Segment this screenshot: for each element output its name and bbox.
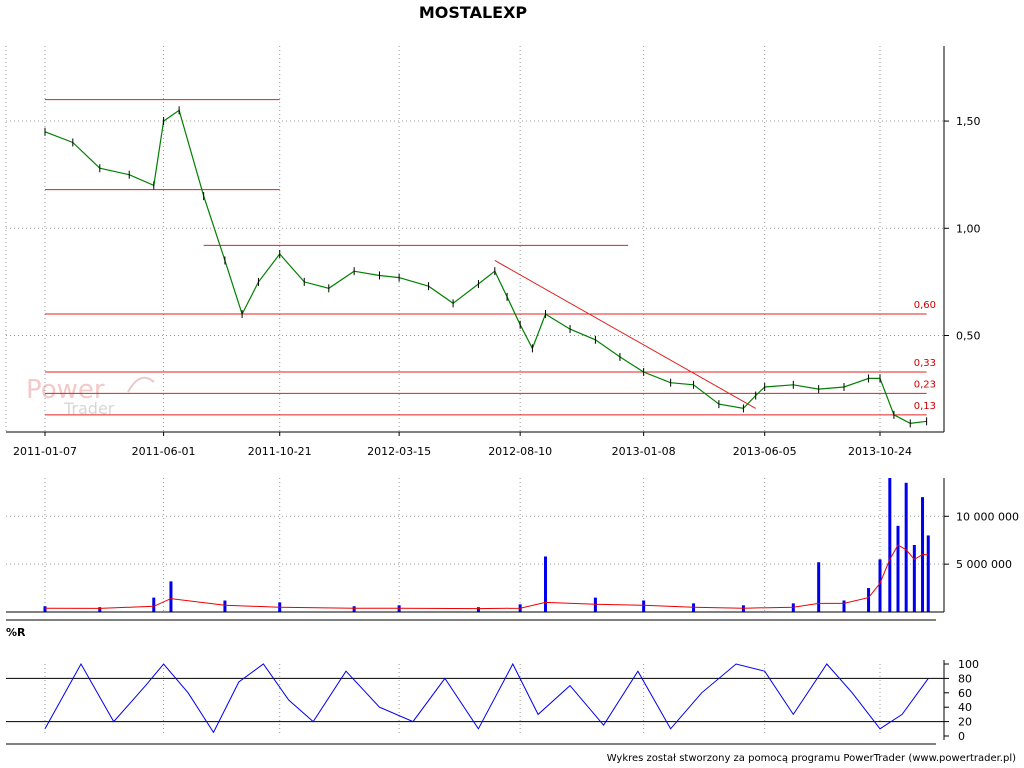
volume-bar — [152, 597, 156, 612]
price-trendline — [494, 260, 756, 409]
volume-bar — [888, 478, 892, 612]
volume-bar — [817, 562, 821, 612]
volume-y-tick-label: 10 000 000 — [956, 510, 1019, 523]
price-y-tick-label: 1,50 — [956, 115, 981, 128]
oscillator-y-tick-label: 0 — [958, 730, 965, 743]
price-y-tick-label: 1,00 — [956, 222, 981, 235]
price-y-ticks: 0,50 1,00 1,50 — [944, 115, 981, 343]
price-panel: 0,600,330,230,13 2011-01-07 2011-06-01 201… — [5, 46, 981, 458]
volume-bar — [642, 600, 646, 612]
price-level-label: 0,13 — [914, 401, 936, 412]
oscillator-y-tick-label: 60 — [958, 687, 972, 700]
oscillator-line — [44, 662, 929, 734]
volume-bar — [904, 482, 908, 612]
oscillator-series — [44, 662, 929, 734]
price-level-label: 0,33 — [914, 358, 936, 369]
volume-bar — [926, 535, 930, 612]
price-x-tick-label: 2011-06-01 — [132, 445, 196, 458]
price-levels: 0,60 0,33 0,23 0,13 — [45, 99, 936, 416]
volume-y-ticks: 5 000 000 10 000 000 — [944, 510, 1019, 571]
volume-bar — [878, 559, 882, 612]
price-x-tick-label: 2012-03-15 — [367, 445, 431, 458]
oscillator-y-tick-label: 80 — [958, 672, 972, 685]
volume-panel: 5 000 000 10 000 000 — [6, 478, 1019, 613]
volume-bar — [842, 600, 846, 612]
price-x-ticks: 2011-01-07 2011-06-01 2011-10-21 2012-03-15… — [13, 432, 912, 458]
watermark-power: Power — [26, 375, 105, 405]
volume-bar — [593, 597, 597, 612]
price-level-label: 0,23 — [914, 379, 936, 390]
volume-bar — [896, 525, 900, 612]
volume-bar — [43, 606, 47, 612]
price-y-tick-label: 0,50 — [956, 330, 981, 343]
chart-title: MOSTALEXP — [419, 3, 528, 22]
volume-bar — [544, 556, 548, 612]
volume-bar — [912, 545, 916, 612]
price-x-tick-label: 2013-06-05 — [733, 445, 797, 458]
price-x-tick-label: 2011-10-21 — [248, 445, 312, 458]
oscillator-y-tick-label: 40 — [958, 701, 972, 714]
oscillator-y-tick-label: 100 — [958, 658, 979, 671]
volume-bar — [169, 581, 173, 612]
volume-bar — [223, 600, 227, 612]
price-series — [44, 106, 928, 428]
watermark-logo: Power Trader — [26, 375, 155, 418]
price-x-tick-label: 2013-10-24 — [848, 445, 912, 458]
volume-y-tick-label: 5 000 000 — [956, 558, 1012, 571]
price-x-tick-label: 2013-01-08 — [612, 445, 676, 458]
volume-bar — [352, 606, 356, 612]
watermark-trader: Trader — [63, 399, 115, 418]
oscillator-y-tick-label: 20 — [958, 716, 972, 729]
volume-bars — [43, 478, 930, 612]
price-average-line — [44, 109, 927, 425]
volume-bar — [476, 607, 480, 612]
volume-bar — [867, 588, 871, 612]
oscillator-grid — [6, 664, 944, 736]
price-level-label: 0,60 — [914, 300, 936, 311]
volume-bar — [98, 607, 102, 612]
volume-ma — [44, 544, 929, 610]
price-grid — [5, 46, 944, 432]
price-x-tick-label: 2011-01-07 — [13, 445, 77, 458]
price-x-tick-label: 2012-08-10 — [488, 445, 552, 458]
volume-ma-line — [44, 544, 929, 610]
volume-grid — [6, 478, 944, 612]
oscillator-label: %R — [6, 626, 26, 639]
footer-credit: Wykres został stworzony za pomocą progra… — [607, 753, 1016, 764]
